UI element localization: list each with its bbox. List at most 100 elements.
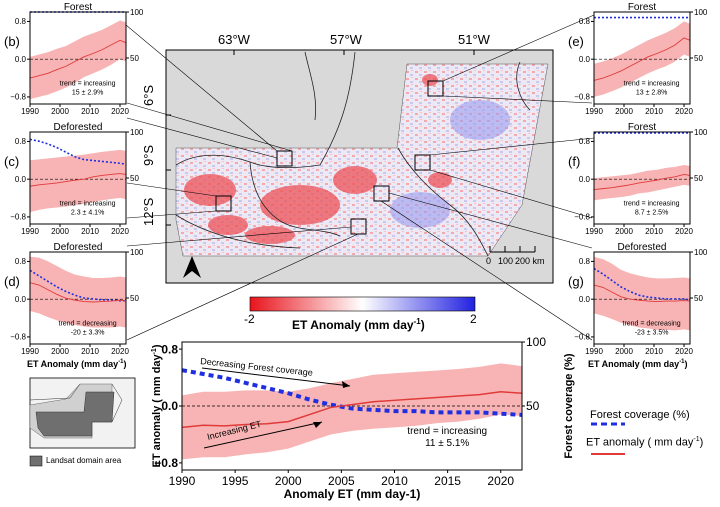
x-axis-title: Anomaly ET (mm day-1)	[284, 487, 421, 501]
forest-coverage-line	[29, 138, 127, 165]
y-tick-label: 0.8	[15, 17, 27, 26]
panel-title: Deforested	[54, 122, 103, 133]
trend-label: trend = decreasing	[623, 321, 681, 328]
x-tick-label: 1990	[21, 107, 39, 116]
y-tick-label: −0.8	[574, 333, 590, 342]
et-anomaly-line	[593, 284, 691, 302]
et-anomaly-line	[29, 173, 127, 187]
x-tick-label: 2010	[81, 227, 99, 236]
et-anomaly-line	[593, 174, 691, 191]
annotation-arrowhead-forest	[342, 381, 350, 388]
y2-tick-label: 50	[694, 174, 703, 183]
y-tick-label: 0.0	[15, 295, 27, 304]
y-tick-label: 0.8	[15, 257, 27, 266]
y-tick-label: 0.0	[579, 175, 591, 184]
trend-label: trend = increasing	[60, 81, 116, 88]
panel-title: Deforested	[54, 242, 103, 253]
et-anomaly-line	[29, 39, 127, 79]
panel-label: (f)	[568, 154, 580, 169]
annotation-arrow-forest	[201, 367, 351, 387]
x-tick-label: 1990	[585, 107, 603, 116]
scale-label-200: 200 km	[515, 256, 545, 266]
trend-label: trend = decreasing	[59, 321, 117, 328]
x-tick-label: 1990	[169, 474, 196, 488]
x-tick-label: 1990	[585, 347, 603, 356]
forest-coverage-line	[593, 267, 691, 301]
scale-label-100: 100	[498, 256, 514, 266]
panel-f-chart: 1990 2000 2010 2020 −0.8 0.0 0.8 50 100 trend = i…	[568, 122, 708, 236]
y2-tick-label: 100	[130, 8, 144, 17]
inset-legend-label: Landsat domain area	[46, 456, 122, 465]
legend-et-label: ET anomaly ( mm day-1)	[586, 436, 704, 449]
colorbar-max-label: 2	[470, 312, 477, 326]
main-chart: 1990 1995 2000 2005 2010 2015 2020 −0.8 0.0 0.8 50…	[151, 336, 575, 501]
y-tick-label: 0.8	[15, 137, 27, 146]
panel-label: (e)	[568, 34, 584, 49]
trend-value: 13 ± 2.8%	[636, 90, 667, 97]
panel-title: Forest	[64, 2, 93, 13]
state-borders	[175, 51, 531, 257]
leader-lines	[125, 14, 595, 341]
panel-g-chart: 1990 2000 2010 2020 −0.8 0.0 0.8 50 100 trend = d…	[568, 242, 708, 356]
y2-tick-label: 50	[694, 54, 703, 63]
y2-tick-label: 100	[694, 128, 708, 137]
et-uncertainty-band	[30, 256, 126, 328]
x-tick-label: 2010	[81, 347, 99, 356]
x-tick-label: 2020	[111, 347, 129, 356]
x-tick-label: 2000	[51, 107, 69, 116]
x-tick-label: 2010	[645, 107, 663, 116]
scale-bar	[489, 246, 536, 253]
trend-value: 8.7 ± 2.5%	[635, 210, 668, 217]
y-tick-label: 0.8	[579, 257, 591, 266]
colorbar-min-label: -2	[244, 312, 255, 326]
annotation-arrowhead-et	[313, 422, 322, 428]
x-tick-label: 2015	[434, 474, 461, 488]
trend-label: trend = increasing	[624, 81, 680, 88]
small-xlabel-right: ET Anomaly (mm day-1)	[588, 359, 688, 369]
y-tick-label: 0.0	[15, 55, 27, 64]
et-uncertainty-band	[30, 149, 126, 213]
panel-label: (d)	[4, 274, 20, 289]
et-uncertainty-band	[594, 256, 690, 331]
y-tick-label: 0.0	[579, 55, 591, 64]
x-tick-label: 1990	[585, 227, 603, 236]
x-tick-label: 2000	[615, 347, 633, 356]
panel-label: (c)	[4, 154, 19, 169]
et-hotspots	[184, 74, 452, 244]
panel-title: Forest	[628, 122, 657, 133]
sample-boxes	[215, 80, 444, 235]
et-uncertainty-band	[182, 363, 522, 460]
y-tick-label: −0.8	[10, 213, 26, 222]
y-tick-label: 0.8	[161, 342, 178, 356]
y-tick-label: −0.8	[10, 333, 26, 342]
y-tick-label: 0.0	[161, 399, 178, 413]
y2-tick-label: 100	[694, 248, 708, 257]
et-anomaly-line	[593, 37, 691, 81]
lon-label-2: 57°W	[330, 32, 362, 47]
x-tick-label: 2020	[675, 227, 693, 236]
et-anomaly-line	[181, 391, 523, 429]
north-arrow	[183, 256, 201, 278]
colorbar-title: ET Anomaly (mm day-1)	[292, 317, 425, 332]
panel-d-chart: 1990 2000 2010 2020 −0.8 0.0 0.8 50 100 trend = d…	[4, 242, 144, 356]
x-tick-label: 2020	[111, 227, 129, 236]
y-tick-label: −0.8	[154, 456, 178, 470]
panel-b-chart: 1990 2000 2010 2020 −0.8 0.0 0.8 50 100 trend = i…	[4, 2, 144, 116]
trend-value: -20 ± 3.3%	[71, 330, 105, 337]
y2-tick-label: 50	[130, 294, 139, 303]
trend-label: trend = increasing	[60, 201, 116, 208]
et-blue-patches	[390, 100, 510, 228]
inset-map	[29, 377, 136, 467]
x-tick-label: 2020	[487, 474, 514, 488]
trend-value: 2.3 ± 4.1%	[71, 210, 104, 217]
y2-tick-label: 100	[130, 128, 144, 137]
panel-title: Deforested	[618, 242, 667, 253]
x-tick-label: 2020	[675, 107, 693, 116]
trend-label: trend = increasing	[407, 426, 487, 437]
x-tick-label: 2020	[675, 347, 693, 356]
panel-label: (b)	[4, 34, 20, 49]
x-tick-label: 2000	[51, 227, 69, 236]
x-tick-label: 2010	[381, 474, 408, 488]
panel-label: (g)	[568, 274, 584, 289]
